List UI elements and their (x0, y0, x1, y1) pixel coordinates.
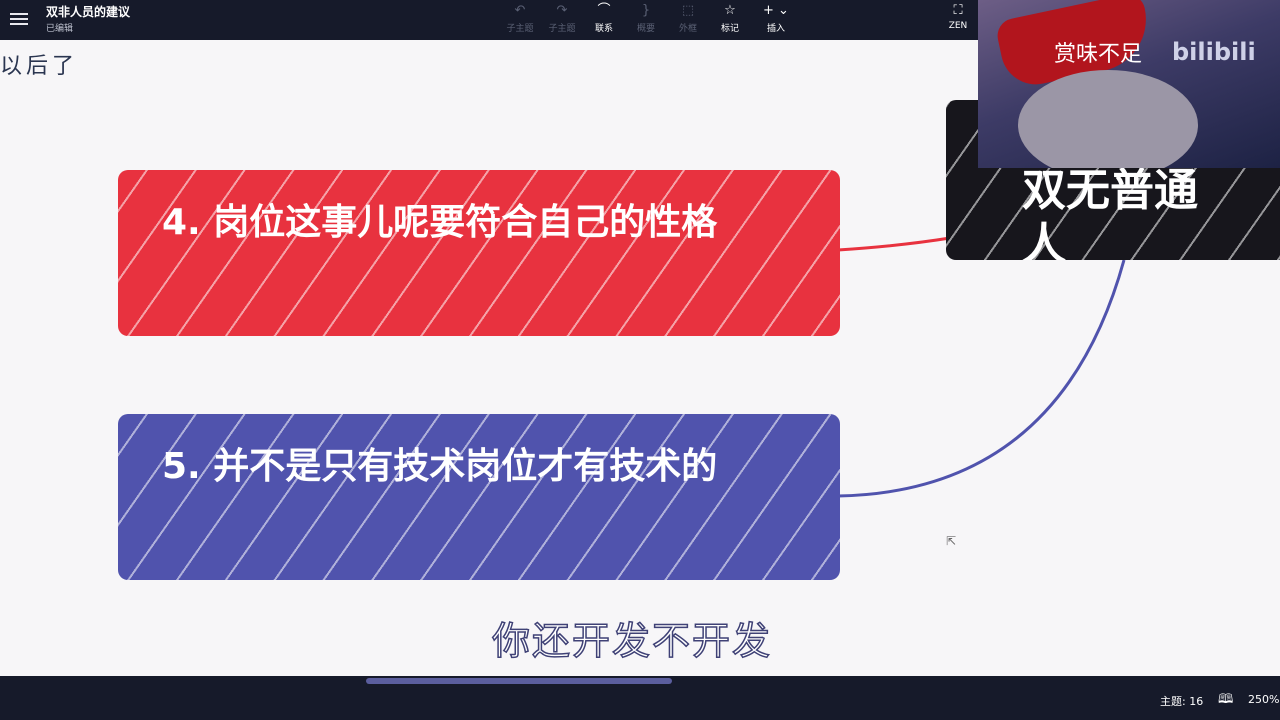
bilibili-logo: bilibili (1172, 38, 1256, 66)
relationship-button[interactable]: ⌒ 联系 (582, 3, 626, 34)
video-subtitle: 你还开发不开发 (491, 618, 773, 664)
zen-label: ZEN (948, 21, 968, 31)
star-icon: ☆ (724, 3, 736, 18)
subtopic-icon: ↶ (514, 3, 526, 18)
connector-blue (837, 259, 1126, 498)
topic-count: 主题: 16 (1160, 695, 1204, 708)
face-shape (1018, 70, 1198, 168)
topic-node-5-text: 5. 并不是只有技术岗位才有技术的 (162, 446, 718, 487)
marker-label: 标记 (720, 24, 739, 34)
boundary-label: 外框 (678, 24, 697, 34)
topic-node-4[interactable]: 4. 岗位这事儿呢要符合自己的性格 (118, 170, 840, 336)
boundary-button[interactable]: ⬚ 外框 (666, 3, 710, 34)
horizontal-scrollbar[interactable] (366, 678, 672, 684)
topic-node-5[interactable]: 5. 并不是只有技术岗位才有技术的 (118, 414, 840, 580)
subtopic-icon-2: ↷ (556, 3, 568, 18)
subtopic-button[interactable]: ↶ 子主题 (498, 3, 542, 34)
connector-lines (837, 236, 1126, 498)
subtopic-button-2[interactable]: ↷ 子主题 (540, 3, 584, 34)
insert-label: 插入 (766, 24, 785, 34)
zoom-level[interactable]: 250% (1248, 693, 1280, 706)
subtopic-label-2: 子主题 (548, 24, 576, 34)
relationship-icon: ⌒ (597, 3, 611, 18)
document-status: 已编辑 (46, 24, 74, 34)
summary-button[interactable]: } 概要 (624, 3, 668, 34)
summary-icon: } (641, 3, 651, 18)
mouse-cursor-icon: ⇱ (946, 534, 957, 548)
summary-label: 概要 (636, 24, 655, 34)
marker-button[interactable]: ☆ 标记 (708, 3, 752, 34)
hamburger-menu-icon[interactable] (10, 10, 28, 26)
plus-icon: + ⌄ (763, 3, 789, 18)
document-title: 双非人员的建议 (46, 5, 131, 19)
mindmap-canvas[interactable]: 以后了 4. 岗位这事儿呢要符合自己的性格 5. 并不是只有技术岗位才有技术的 … (0, 40, 1280, 676)
topic-node-4-text: 4. 岗位这事儿呢要符合自己的性格 (162, 202, 718, 243)
fullscreen-icon: ⛶ (953, 3, 963, 18)
connector-red (837, 236, 951, 252)
zen-mode-button[interactable]: ⛶ ZEN (944, 3, 972, 31)
map-icon[interactable]: 🕮 (1218, 692, 1234, 707)
subtopic-label: 子主题 (506, 24, 534, 34)
previous-node-text: 以后了 (0, 54, 79, 79)
video-caption: 赏味不足 (1054, 42, 1143, 67)
boundary-icon: ⬚ (681, 3, 695, 18)
video-overlay: 赏味不足 bilibili (978, 0, 1280, 168)
insert-button[interactable]: + ⌄ 插入 (754, 3, 798, 34)
status-bar: 主题: 16 🕮 250% (0, 676, 1280, 720)
root-topic-text: 双无普通人 (1022, 165, 1198, 260)
relationship-label: 联系 (594, 24, 613, 34)
